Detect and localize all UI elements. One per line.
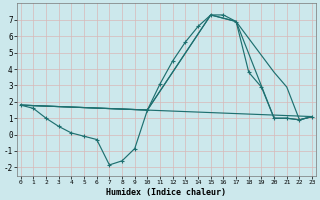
X-axis label: Humidex (Indice chaleur): Humidex (Indice chaleur) (107, 188, 227, 197)
